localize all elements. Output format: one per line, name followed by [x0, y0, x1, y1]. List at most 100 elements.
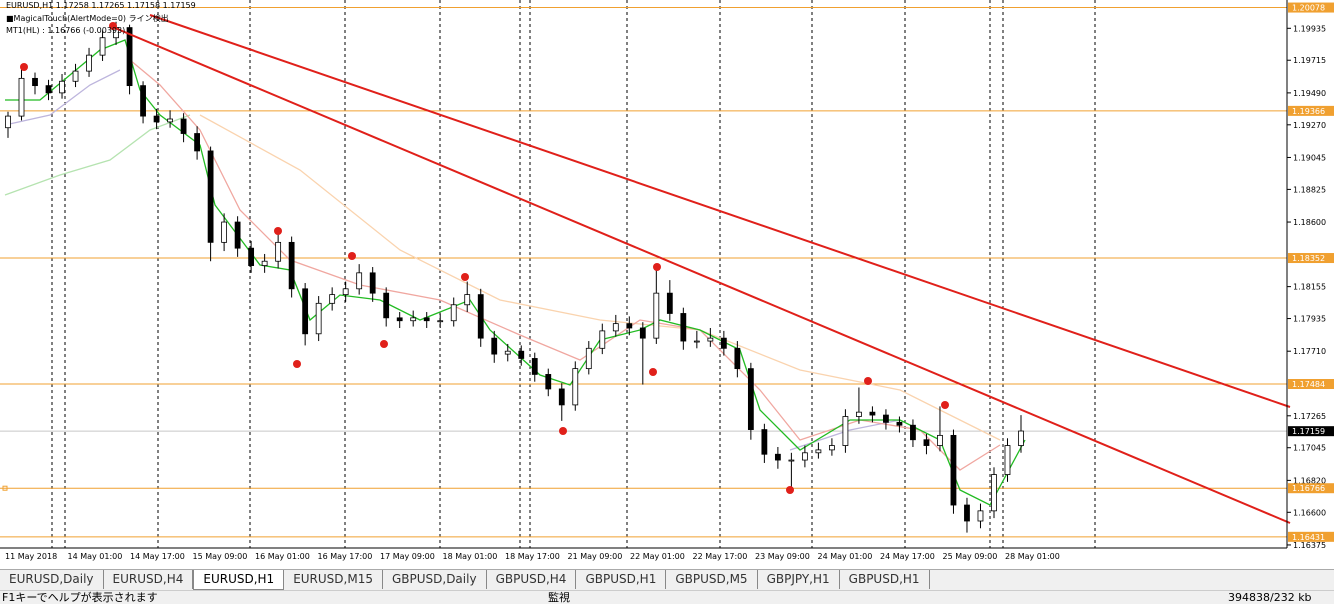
- candle-body: [774, 453, 781, 461]
- candle-body: [126, 27, 133, 87]
- candle-body: [369, 272, 376, 294]
- candle-body: [829, 445, 835, 451]
- x-tick-label: 14 May 17:00: [130, 552, 185, 561]
- candle-body: [72, 70, 79, 82]
- candle-body: [329, 294, 336, 304]
- indicator-line: MT1(HL) : 1.16766 (-0.00393): [6, 26, 125, 35]
- level-label-box: [1288, 253, 1334, 264]
- candle-body: [234, 221, 241, 249]
- candle-body: [977, 510, 984, 522]
- candle-body: [531, 358, 538, 375]
- candle-body: [585, 347, 592, 370]
- chart-tab[interactable]: EURUSD,Daily: [0, 570, 104, 589]
- candle-body: [1004, 445, 1011, 475]
- candle-body: [59, 80, 65, 94]
- candle-body: [666, 292, 673, 314]
- candle-body: [221, 221, 228, 243]
- chart-header: EURUSD,H1 1.17258 1.17265 1.17158 1.1715…: [6, 1, 196, 10]
- x-tick-label: 18 May 01:00: [443, 552, 498, 561]
- candle-body: [856, 411, 862, 417]
- chart-tab[interactable]: EURUSD,M15: [284, 570, 383, 589]
- y-tick-label: 1.16600: [1293, 508, 1326, 517]
- candle-body: [599, 330, 606, 349]
- candle-body: [545, 374, 552, 390]
- candle-body: [45, 85, 52, 94]
- status-bar: F1キーでヘルプが表示されます 監視 394838/232 kb: [0, 590, 1334, 604]
- level-label: 1.18352: [1292, 254, 1325, 263]
- level-label-box: [1288, 2, 1334, 13]
- y-tick-label: 1.19045: [1293, 153, 1326, 162]
- chart-tab[interactable]: GBPUSD,M5: [666, 570, 758, 589]
- y-tick-label: 1.19715: [1293, 56, 1326, 65]
- level-label: 1.16431: [1292, 533, 1325, 542]
- x-tick-label: 17 May 09:00: [380, 552, 435, 561]
- candle-body: [518, 350, 525, 359]
- candle-body: [153, 115, 160, 123]
- candle-body: [86, 54, 92, 72]
- candle-body: [32, 77, 38, 87]
- current-price-box: [1288, 426, 1334, 437]
- candle-body: [423, 317, 430, 322]
- candle-body: [612, 323, 619, 332]
- candle-body: [5, 115, 11, 129]
- candle-body: [356, 272, 363, 290]
- chart-tab[interactable]: GBPUSD,H1: [576, 570, 667, 589]
- candle-body: [734, 347, 741, 370]
- level-label-box: [1288, 379, 1334, 390]
- x-tick-label: 25 May 09:00: [943, 552, 998, 561]
- candle-body: [747, 368, 754, 430]
- level-label: 1.17484: [1292, 380, 1325, 389]
- status-mode: 監視: [548, 591, 570, 604]
- candle-body: [275, 241, 282, 262]
- candle-body: [342, 288, 349, 296]
- candle-body: [842, 416, 849, 446]
- candle-body: [707, 337, 714, 342]
- candle-body: [964, 504, 970, 522]
- chart-tab[interactable]: GBPUSD,Daily: [383, 570, 487, 589]
- x-tick-label: 23 May 09:00: [755, 552, 810, 561]
- period-separators: [51, 0, 1096, 548]
- chart-tab[interactable]: GBPUSD,H4: [487, 570, 577, 589]
- candle-body: [477, 294, 484, 339]
- tab-bar: EURUSD,Daily EURUSD,H4 EURUSD,H1 EURUSD,M15…: [0, 569, 1334, 590]
- candle-body: [761, 429, 768, 455]
- y-tick-label: 1.18825: [1293, 185, 1326, 194]
- y-tick-label: 1.19935: [1293, 24, 1326, 33]
- level-label-box: [1288, 531, 1334, 542]
- candle-body: [896, 421, 903, 426]
- chart-tab[interactable]: GBPJPY,H1: [758, 570, 840, 589]
- chart-tab[interactable]: EURUSD,H4: [104, 570, 194, 589]
- x-tick-label: 16 May 01:00: [255, 552, 310, 561]
- x-tick-label: 28 May 01:00: [1005, 552, 1060, 561]
- candle-body: [288, 241, 295, 290]
- x-tick-label: 18 May 17:00: [505, 552, 560, 561]
- candle-body: [869, 411, 876, 416]
- candle-body: [815, 449, 822, 454]
- candle-body: [923, 439, 930, 446]
- chart-tab[interactable]: EURUSD,H1: [193, 570, 285, 590]
- y-tick-label: 1.17265: [1293, 412, 1326, 421]
- candle-body: [180, 118, 187, 134]
- candle-body: [99, 37, 106, 56]
- y-tick-label: 1.17935: [1293, 315, 1326, 324]
- candle-body: [720, 337, 727, 349]
- x-tick-label: 15 May 09:00: [193, 552, 248, 561]
- y-tick-label: 1.16375: [1293, 541, 1326, 550]
- candle-body: [18, 77, 25, 117]
- chart-tab[interactable]: GBPUSD,H1: [840, 570, 930, 589]
- candle-body: [140, 85, 146, 117]
- candle-body: [302, 288, 309, 335]
- candle-body: [383, 292, 390, 319]
- x-tick-label: 24 May 01:00: [818, 552, 873, 561]
- y-tick-label: 1.16820: [1293, 476, 1326, 485]
- candle-body: [450, 304, 457, 322]
- swing-points: [20, 22, 949, 494]
- candle-body: [167, 118, 173, 123]
- trend-lines: [114, 14, 1291, 524]
- candle-body: [1018, 430, 1024, 446]
- status-memory: 394838/232 kb: [1228, 591, 1312, 604]
- candle-body: [207, 150, 214, 243]
- x-tick-label: 21 May 09:00: [568, 552, 623, 561]
- x-tick-label: 22 May 01:00: [630, 552, 685, 561]
